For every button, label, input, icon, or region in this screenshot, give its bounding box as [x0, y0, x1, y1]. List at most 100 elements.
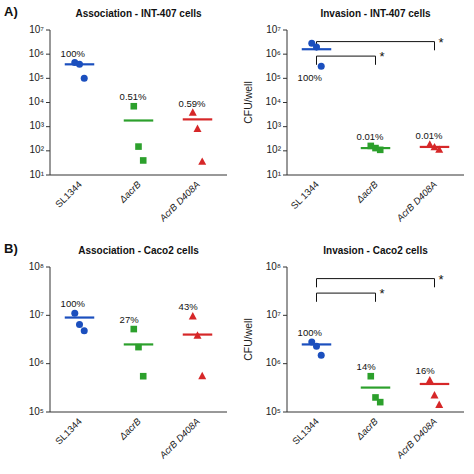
percent-label: 43%: [179, 301, 199, 312]
percent-label: 100%: [61, 298, 86, 309]
y-tick: [283, 175, 287, 176]
y-tick-label: 10⁵: [266, 406, 281, 417]
y-tick-label: 10⁶: [266, 357, 281, 368]
point: [435, 145, 443, 152]
y-tick-label: 10⁷: [266, 309, 281, 320]
median-line: [183, 118, 213, 120]
y-tick: [283, 54, 287, 55]
significance-bracket: [317, 42, 435, 51]
y-tick: [283, 315, 287, 316]
percent-label: 0.59%: [179, 98, 206, 109]
x-axis: [287, 175, 464, 176]
annotation-layer: 100%14%16%: [298, 327, 436, 376]
x-tick-label: AcrB D408A: [393, 416, 438, 461]
y-tick: [283, 78, 287, 79]
x-axis: [50, 412, 227, 413]
significance-label: *: [439, 272, 444, 287]
point: [198, 157, 206, 164]
y-tick-label: 10⁵: [29, 72, 44, 83]
y-tick-label: 10⁶: [266, 48, 281, 59]
x-tick-label: SL1344: [290, 416, 321, 447]
panel-label: B): [4, 241, 18, 256]
y-tick-label: 10⁴: [29, 96, 44, 107]
point: [189, 312, 197, 319]
panel: 10⁵ 10⁶ 10⁷ 10⁸ SL1344 ΔacrB AcrB D408A CFU/wel…: [242, 245, 464, 461]
panel: 10⁵10⁶10⁷10⁸SL1344ΔacrBAcrB D408AAssocia…: [4, 241, 227, 461]
y-tick-label: 10⁷: [29, 309, 44, 320]
y-tick: [46, 363, 50, 364]
figure: 10¹ 10² 10³ 10⁴ 10⁵ 10⁶ 10⁷ SL1344 ΔacrB AcrB D40…: [0, 0, 474, 474]
point: [377, 147, 384, 154]
y-tick: [283, 267, 287, 268]
y-tick-label: 10⁷: [266, 24, 281, 35]
x-tick-label: ΔacrB: [116, 178, 143, 205]
plot-area: [65, 310, 213, 380]
x-tick-label: ΔacrB: [353, 415, 380, 442]
percent-label: 14%: [357, 361, 377, 372]
median-line: [124, 119, 154, 121]
y-tick-label: 10⁵: [266, 72, 281, 83]
plot-area: [302, 40, 450, 153]
significance-label: *: [380, 286, 385, 301]
y-tick: [283, 30, 287, 31]
x-tick-label: SL1344: [53, 416, 84, 447]
y-tick: [46, 267, 50, 268]
point: [76, 321, 83, 328]
y-axis: [50, 267, 51, 412]
point: [135, 143, 142, 150]
title: Invasion - INT-407 cells: [320, 8, 430, 19]
x-axis: [287, 412, 464, 413]
point: [76, 61, 83, 68]
percent-label: 16%: [416, 365, 436, 376]
background: [0, 0, 474, 474]
x-tick-label: ΔacrB: [116, 415, 143, 442]
point: [435, 401, 443, 408]
x-tick-label: AcrB D408A: [393, 179, 438, 224]
point: [140, 373, 147, 380]
panel: 10¹10²10³10⁴10⁵10⁶10⁷SL1344ΔacrBAcrB D40…: [4, 4, 227, 224]
y-tick: [46, 412, 50, 413]
y-tick-label: 10²: [267, 144, 282, 155]
title: Association - INT-407 cells: [75, 8, 202, 19]
y-axis-label: CFU/well: [242, 81, 254, 124]
y-tick: [46, 175, 50, 176]
y-tick: [283, 412, 287, 413]
annotation-layer: 100% 27% 43%: [61, 298, 199, 325]
y-tick-label: 10⁴: [266, 96, 281, 107]
significance-bracket: [317, 56, 376, 65]
point: [71, 310, 78, 317]
significance-bracket: [317, 279, 435, 288]
median-line: [65, 316, 95, 318]
y-tick-label: 10⁶: [29, 48, 44, 59]
point: [130, 326, 137, 333]
x-axis: [50, 175, 227, 176]
point: [81, 75, 88, 82]
point: [140, 157, 147, 164]
y-axis-label: CFU/well: [242, 318, 254, 361]
annotation-layer: 100%0.01%0.01%: [298, 72, 443, 142]
point: [318, 63, 325, 70]
point: [431, 391, 439, 398]
point: [313, 43, 320, 50]
point: [318, 352, 325, 359]
plot-area: [302, 339, 450, 408]
panel: 10¹10²10³10⁴10⁵10⁶10⁷SL 1344ΔacrBAcrB D4…: [242, 8, 464, 224]
panel-label: A): [4, 4, 18, 19]
y-tick-label: 10¹: [267, 169, 282, 180]
plot-area: [65, 59, 213, 165]
x-tick-label: SL1344: [53, 179, 84, 210]
y-tick: [46, 30, 50, 31]
y-tick-label: 10³: [30, 120, 45, 131]
percent-label: 27%: [120, 314, 140, 325]
point: [426, 376, 434, 383]
point: [130, 103, 137, 110]
y-tick-label: 10⁸: [29, 261, 44, 272]
x-tick-label: SL 1344: [288, 179, 321, 212]
percent-label: 100%: [298, 72, 323, 83]
point: [135, 344, 142, 351]
y-tick: [283, 126, 287, 127]
y-tick-label: 10⁸: [266, 261, 281, 272]
y-tick-label: 10⁶: [29, 357, 44, 368]
significance-bracket: [317, 293, 376, 302]
point: [194, 331, 202, 338]
